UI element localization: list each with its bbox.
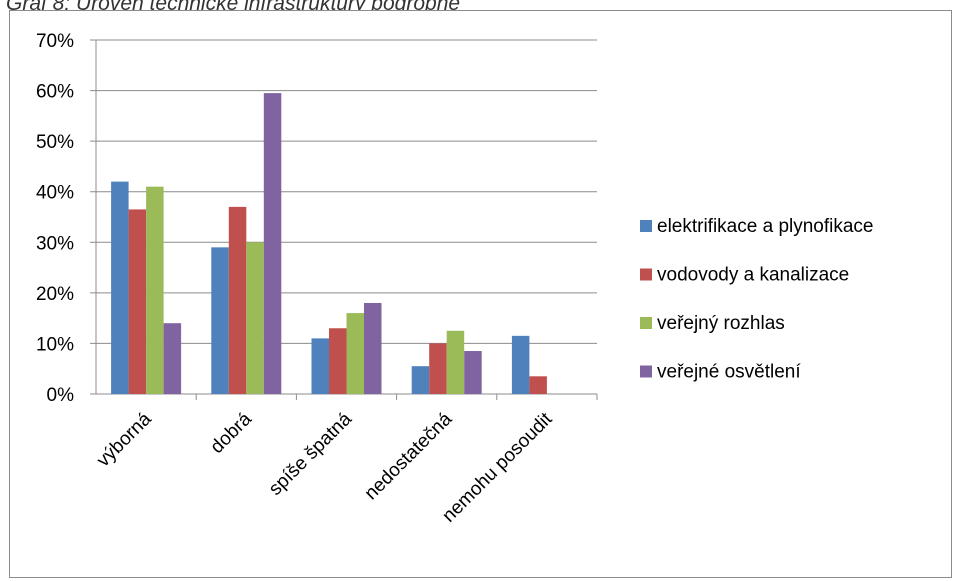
bar xyxy=(163,323,182,394)
y-axis-ticks: 0% 10% 20% 30% 40% 50% 60% 70% xyxy=(36,31,74,406)
bar xyxy=(429,343,447,394)
y-tick-label: 30% xyxy=(36,233,74,254)
bars xyxy=(111,93,547,394)
bar xyxy=(228,206,247,394)
x-axis: výborná dobrá spíše špatná nedostatečnánemo… xyxy=(93,394,598,527)
bar xyxy=(111,181,129,394)
bar xyxy=(364,302,382,394)
bar xyxy=(128,209,147,394)
x-tick-label: výborná xyxy=(93,408,156,471)
bar xyxy=(411,366,430,394)
x-tick-label: nemohu posoudit xyxy=(439,408,557,526)
y-tick-label: 70% xyxy=(36,31,74,52)
y-tick-label: 0% xyxy=(47,385,75,406)
bar xyxy=(263,93,282,394)
legend-swatch xyxy=(640,317,652,329)
bar xyxy=(446,330,465,394)
y-tick-label: 40% xyxy=(36,183,74,204)
chart-frame xyxy=(9,10,952,578)
legend-swatch xyxy=(640,220,652,232)
bar xyxy=(511,335,530,394)
legend-swatch xyxy=(640,365,652,378)
bar xyxy=(146,186,164,394)
bar xyxy=(246,242,264,394)
legend-swatch xyxy=(640,268,652,281)
legend-label: elektrifikace a plynofikace xyxy=(657,216,874,237)
y-tick-label: 20% xyxy=(36,284,74,305)
bar xyxy=(529,376,547,394)
y-tick-label: 50% xyxy=(36,132,74,153)
bar xyxy=(464,351,482,394)
x-tick-label: spíše špatná xyxy=(265,408,356,499)
y-tick-label: 60% xyxy=(36,82,74,103)
legend: elektrifikace a plynofikace vodovody a ka… xyxy=(640,216,874,383)
legend-label: veřejný rozhlas xyxy=(657,313,785,334)
x-tick-label: dobrá xyxy=(207,408,257,458)
y-tick-label: 10% xyxy=(36,334,74,355)
bar xyxy=(311,338,329,394)
bar xyxy=(211,247,229,394)
bar xyxy=(346,313,364,394)
bar xyxy=(329,328,347,394)
legend-label: veřejné osvětlení xyxy=(657,362,801,383)
gridlines xyxy=(90,39,597,395)
legend-label: vodovody a kanalizace xyxy=(657,265,849,286)
x-tick-label: nedostatečná xyxy=(361,408,457,504)
